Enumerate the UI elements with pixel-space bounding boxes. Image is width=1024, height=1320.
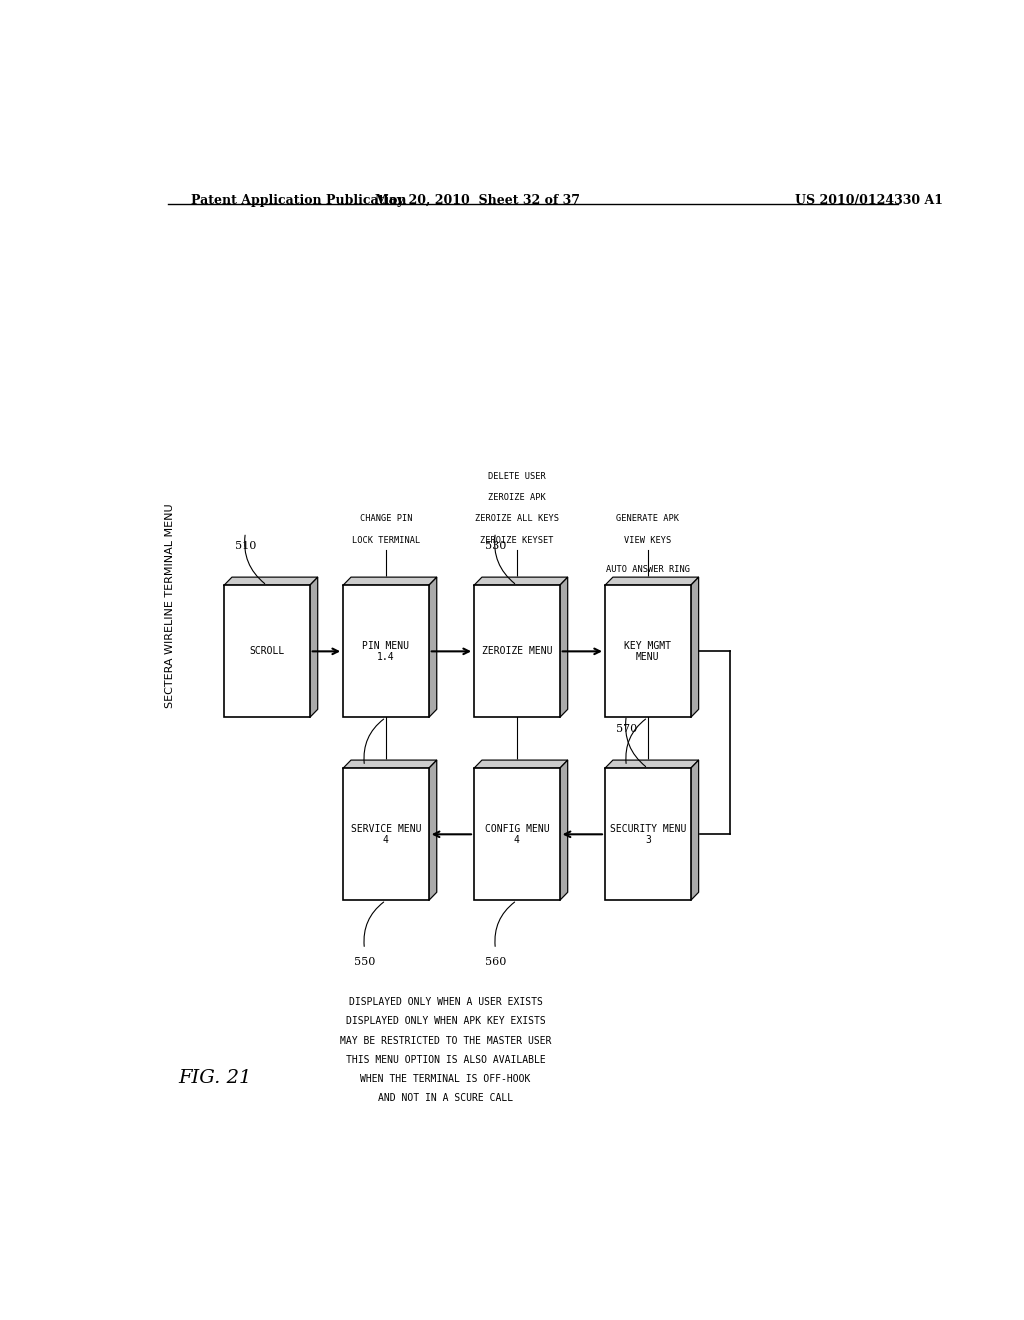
Bar <box>605 768 690 900</box>
Polygon shape <box>429 577 436 718</box>
Text: Patent Application Publication: Patent Application Publication <box>191 194 407 207</box>
Text: 540: 540 <box>615 775 637 784</box>
Text: ADD USER: ADD USER <box>627 693 669 702</box>
Text: AUTO SECURE: AUTO SECURE <box>618 607 677 616</box>
Text: FIG. 21: FIG. 21 <box>178 1069 252 1088</box>
Bar <box>343 585 429 718</box>
Polygon shape <box>560 760 567 900</box>
Text: ALLOW CLEAR DATA: ALLOW CLEAR DATA <box>606 630 690 638</box>
Text: SECTERA WIRELINE TERMINAL MENU: SECTERA WIRELINE TERMINAL MENU <box>165 503 175 708</box>
Text: SECURITY MENU
3: SECURITY MENU 3 <box>609 824 686 845</box>
Text: MODEM DATA RATE: MODEM DATA RATE <box>477 586 556 595</box>
Text: BYPASS: BYPASS <box>501 630 532 638</box>
Polygon shape <box>224 577 317 585</box>
Polygon shape <box>309 577 317 718</box>
Text: ZEROIZE KEYSET: ZEROIZE KEYSET <box>480 536 554 545</box>
Text: VIEW KEY STATUS: VIEW KEY STATUS <box>477 693 556 702</box>
Text: LOCK TERMINAL: LOCK TERMINAL <box>352 536 420 545</box>
Polygon shape <box>343 577 436 585</box>
Text: DELETE USER: DELETE USER <box>488 471 546 480</box>
Bar <box>474 768 560 900</box>
Polygon shape <box>474 577 567 585</box>
Text: SCROLL: SCROLL <box>249 647 285 656</box>
Polygon shape <box>429 760 436 900</box>
Polygon shape <box>605 577 698 585</box>
Text: FNBOT TIMEOUTS: FNBOT TIMEOUTS <box>480 651 554 660</box>
Text: VIEW KEYS: VIEW KEYS <box>625 536 672 545</box>
Polygon shape <box>690 760 698 900</box>
Text: CONFIG MENU
4: CONFIG MENU 4 <box>484 824 549 845</box>
Bar <box>605 585 690 718</box>
Text: DISPLAYED ONLY WHEN A USER EXISTS: DISPLAYED ONLY WHEN A USER EXISTS <box>348 997 543 1007</box>
Text: AUTO ANSWER RING: AUTO ANSWER RING <box>606 565 690 574</box>
Text: 550: 550 <box>354 957 375 968</box>
Text: ZEROIZE APK: ZEROIZE APK <box>488 492 546 502</box>
Polygon shape <box>343 760 436 768</box>
Text: AND NOT IN A SCURE CALL: AND NOT IN A SCURE CALL <box>378 1093 513 1104</box>
Text: SERVICE MENU
4: SERVICE MENU 4 <box>350 824 421 845</box>
Text: WHEN THE TERMINAL IS OFF-HOOK: WHEN THE TERMINAL IS OFF-HOOK <box>360 1074 530 1084</box>
Text: ZEROIZE MENU: ZEROIZE MENU <box>481 647 552 656</box>
Text: 520: 520 <box>354 775 375 784</box>
Bar <box>474 585 560 718</box>
Text: DATA PORT RATE: DATA PORT RATE <box>480 607 554 616</box>
Text: AUTO ANSWER DATA: AUTO ANSWER DATA <box>606 586 690 595</box>
Text: US 2010/0124330 A1: US 2010/0124330 A1 <box>795 194 943 207</box>
Text: SERIAL NUMBER: SERIAL NUMBER <box>352 651 420 660</box>
Text: KEY MGMT
MENU: KEY MGMT MENU <box>625 640 672 663</box>
Text: VERIFY SOFTWARE: VERIFY SOFTWARE <box>346 693 425 702</box>
Text: CLEAR DATA: CLEAR DATA <box>490 672 543 681</box>
Text: PIN MENU
1.4: PIN MENU 1.4 <box>362 640 410 663</box>
Text: VERSIONS: VERSIONS <box>365 672 407 681</box>
Text: MAY BE RESTRICTED TO THE MASTER USER: MAY BE RESTRICTED TO THE MASTER USER <box>340 1036 551 1045</box>
Text: May 20, 2010  Sheet 32 of 37: May 20, 2010 Sheet 32 of 37 <box>375 194 580 207</box>
Text: AUTO LOCK: AUTO LOCK <box>625 651 672 660</box>
Polygon shape <box>605 760 698 768</box>
Bar <box>224 585 309 718</box>
Text: THIS MENU OPTION IS ALSO AVAILABLE: THIS MENU OPTION IS ALSO AVAILABLE <box>345 1055 546 1065</box>
Polygon shape <box>560 577 567 718</box>
Text: GENERATE APK: GENERATE APK <box>616 515 679 523</box>
Text: CHANGE PIN: CHANGE PIN <box>359 515 413 523</box>
Text: DELETE USER: DELETE USER <box>618 672 677 681</box>
Text: 570: 570 <box>615 723 637 734</box>
Polygon shape <box>690 577 698 718</box>
Text: 530: 530 <box>484 541 506 550</box>
Text: ZEROIZE ALL KEYS: ZEROIZE ALL KEYS <box>475 515 559 523</box>
Text: DISPLAYED ONLY WHEN APK KEY EXISTS: DISPLAYED ONLY WHEN APK KEY EXISTS <box>345 1016 546 1026</box>
Text: 560: 560 <box>484 957 506 968</box>
Bar <box>343 768 429 900</box>
Polygon shape <box>474 760 567 768</box>
Text: 510: 510 <box>234 541 256 550</box>
